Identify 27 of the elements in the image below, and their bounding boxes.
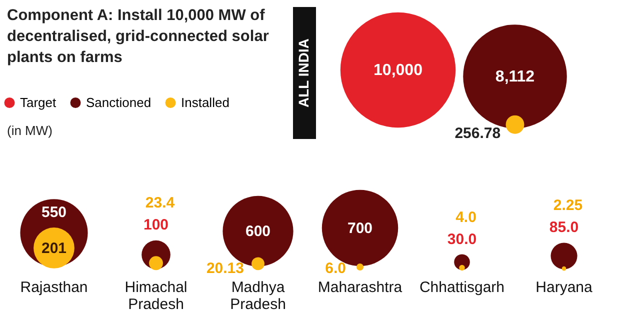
category-label: Maharashtra bbox=[318, 279, 403, 296]
data-label: 100 bbox=[143, 216, 169, 234]
category-label: Rajasthan bbox=[20, 279, 88, 296]
data-label: 10,000 bbox=[374, 62, 423, 79]
legend-label: Target bbox=[20, 94, 57, 110]
data-label: 20.13 bbox=[206, 260, 244, 277]
data-label: 550 bbox=[41, 204, 67, 221]
category-label: Chhattisgarh bbox=[419, 279, 505, 296]
category-label: Himachal Pradesh bbox=[124, 279, 188, 313]
data-label: 600 bbox=[245, 223, 271, 240]
text: Component A: Install 10,000 MW of decentralised, grid-connected solar plants on farms bbox=[7, 7, 269, 66]
legend-label: Installed bbox=[181, 94, 230, 110]
data-label: 256.78 bbox=[454, 125, 501, 142]
data-label: 23.4 bbox=[145, 194, 176, 212]
category-label: Haryana bbox=[536, 279, 594, 296]
text: (in MW) bbox=[7, 123, 52, 138]
data-label: 30.0 bbox=[447, 231, 477, 248]
data-label: 2.25 bbox=[553, 197, 583, 214]
data-label: 700 bbox=[347, 220, 373, 237]
data-label: 6.0 bbox=[325, 260, 346, 277]
legend-label: Sanctioned bbox=[86, 94, 152, 110]
data-label: 4.0 bbox=[456, 209, 476, 226]
category-label: Madhya Pradesh bbox=[230, 279, 286, 313]
data-label: 85.0 bbox=[549, 219, 579, 236]
category-label: ALL INDIA bbox=[296, 38, 312, 108]
data-label: 8,112 bbox=[495, 68, 535, 86]
data-label: 201 bbox=[41, 240, 67, 257]
